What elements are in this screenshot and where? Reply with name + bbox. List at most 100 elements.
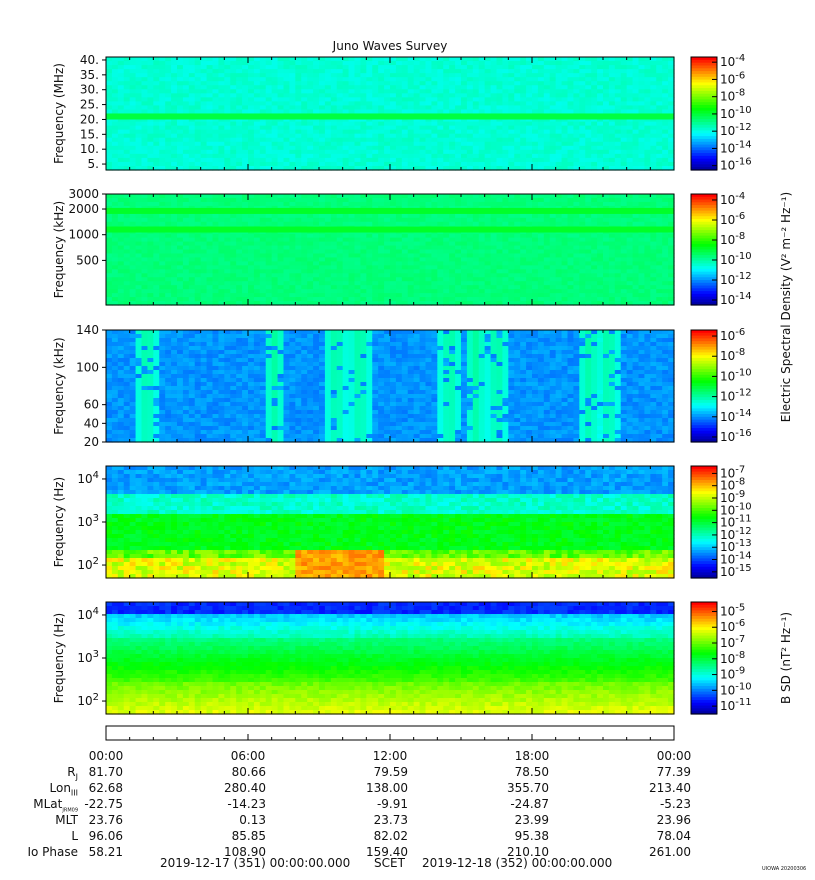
heatmap-cell xyxy=(159,213,166,219)
heatmap-cell xyxy=(106,261,113,266)
heatmap-cell xyxy=(117,273,125,278)
heatmap-cell xyxy=(165,141,172,147)
heatmap-cell xyxy=(153,194,160,199)
heatmap-cell xyxy=(543,145,551,151)
heatmap-cell xyxy=(532,157,539,163)
heatmap-cell xyxy=(532,249,539,255)
heatmap-cell xyxy=(431,233,438,239)
heatmap-cell xyxy=(603,61,610,66)
heatmap-cell xyxy=(259,125,267,131)
heatmap-cell xyxy=(253,137,261,143)
heatmap-cell xyxy=(455,221,462,227)
heatmap-cell xyxy=(248,97,255,102)
heatmap-cell xyxy=(153,301,160,306)
heatmap-cell xyxy=(242,121,249,127)
heatmap-cell xyxy=(620,129,628,135)
heatmap-cell xyxy=(123,57,131,62)
heatmap-cell xyxy=(242,241,249,247)
heatmap-cell xyxy=(141,145,149,151)
heatmap-cell xyxy=(265,165,273,171)
heatmap-cell xyxy=(319,297,326,302)
heatmap-cell xyxy=(301,157,308,163)
heatmap-cell xyxy=(461,141,468,147)
heatmap-cell xyxy=(271,289,279,294)
heatmap-cell xyxy=(561,125,569,131)
heatmap-cell xyxy=(407,57,415,62)
heatmap-cell xyxy=(555,73,563,78)
heatmap-cell xyxy=(307,257,314,262)
heatmap-cell xyxy=(496,97,504,102)
heatmap-cell xyxy=(662,165,669,171)
heatmap-cell xyxy=(301,261,308,266)
colorbar-swatch xyxy=(691,85,717,89)
heatmap-cell xyxy=(330,221,338,227)
heatmap-cell xyxy=(395,89,403,94)
heatmap-cell xyxy=(319,77,326,82)
heatmap-cell xyxy=(283,277,291,282)
heatmap-cell xyxy=(443,81,450,86)
heatmap-cell xyxy=(372,133,379,139)
heatmap-cell xyxy=(283,289,291,294)
heatmap-cell xyxy=(277,153,285,159)
heatmap-cell xyxy=(390,277,397,282)
heatmap-cell xyxy=(253,237,261,243)
heatmap-cell xyxy=(111,73,119,78)
heatmap-cell xyxy=(384,85,391,90)
heatmap-cell xyxy=(271,233,279,239)
heatmap-cell xyxy=(413,273,421,278)
heatmap-cell xyxy=(153,273,160,278)
heatmap-cell xyxy=(378,221,385,227)
heatmap-cell xyxy=(129,213,137,219)
heatmap-cell xyxy=(443,77,450,82)
heatmap-cell xyxy=(188,241,196,247)
heatmap-cell xyxy=(153,101,160,107)
heatmap-cell xyxy=(177,245,184,251)
heatmap-cell xyxy=(508,221,515,227)
heatmap-cell xyxy=(549,133,557,139)
heatmap-cell xyxy=(443,277,450,282)
heatmap-cell xyxy=(117,293,125,298)
heatmap-cell xyxy=(384,261,391,266)
heatmap-cell xyxy=(478,194,486,199)
heatmap-cell xyxy=(141,281,149,286)
heatmap-cell xyxy=(324,285,332,290)
heatmap-cell xyxy=(384,253,391,259)
heatmap-cell xyxy=(360,105,367,111)
heatmap-cell xyxy=(555,277,563,282)
heatmap-cell xyxy=(129,197,137,203)
heatmap-cell xyxy=(354,125,362,131)
heatmap-cell xyxy=(283,213,291,219)
heatmap-cell xyxy=(466,161,474,167)
heatmap-cell xyxy=(188,281,196,286)
heatmap-cell xyxy=(236,69,243,74)
heatmap-cell xyxy=(248,73,255,78)
heatmap-cell xyxy=(502,201,509,207)
heatmap-cell xyxy=(532,117,539,123)
heatmap-cell xyxy=(289,93,296,98)
heatmap-cell xyxy=(656,157,663,163)
heatmap-cell xyxy=(366,289,373,294)
heatmap-cell xyxy=(165,213,172,219)
heatmap-cell xyxy=(135,97,143,102)
heatmap-cell xyxy=(484,93,492,98)
heatmap-cell xyxy=(490,125,498,131)
heatmap-cell xyxy=(585,101,592,107)
heatmap-cell xyxy=(289,97,296,102)
heatmap-cell xyxy=(307,157,314,163)
heatmap-cell xyxy=(283,145,291,151)
heatmap-cell xyxy=(573,101,580,107)
heatmap-cell xyxy=(567,117,575,123)
heatmap-cell xyxy=(111,285,119,290)
heatmap-cell xyxy=(407,125,415,131)
heatmap-cell xyxy=(490,97,498,102)
heatmap-cell xyxy=(253,101,261,107)
heatmap-cell xyxy=(307,109,314,115)
heatmap-cell xyxy=(632,145,640,151)
heatmap-cell xyxy=(567,153,575,159)
heatmap-cell xyxy=(668,93,675,98)
heatmap-cell xyxy=(165,245,172,251)
heatmap-cell xyxy=(401,265,409,270)
heatmap-cell xyxy=(455,141,462,147)
heatmap-cell xyxy=(301,133,308,139)
heatmap-cell xyxy=(224,165,231,171)
